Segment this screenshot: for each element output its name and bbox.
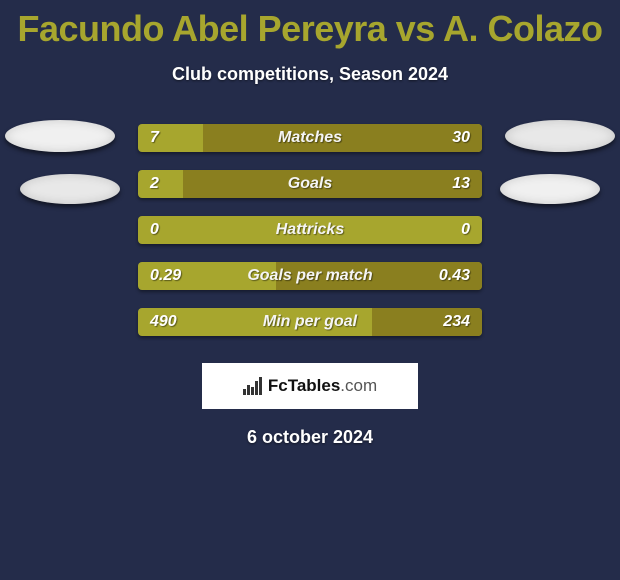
stat-label: Matches: [138, 124, 482, 152]
date-label: 6 october 2024: [0, 427, 620, 448]
brand-name: FcTables: [268, 376, 340, 395]
stats-rows: 7 Matches 30 2 Goals 13 0 Hattricks 0 0.…: [0, 115, 620, 345]
stat-bar: 7 Matches 30: [138, 124, 482, 152]
brand-suffix: .com: [340, 376, 377, 395]
stat-label: Goals per match: [138, 262, 482, 290]
chart-icon: [243, 377, 262, 395]
stat-right-value: 30: [452, 124, 470, 152]
stat-right-value: 0: [461, 216, 470, 244]
brand-text: FcTables.com: [268, 376, 377, 396]
page-title: Facundo Abel Pereyra vs A. Colazo: [0, 0, 620, 50]
stat-bar: 2 Goals 13: [138, 170, 482, 198]
stat-label: Goals: [138, 170, 482, 198]
stat-right-value: 234: [443, 308, 470, 336]
brand-box[interactable]: FcTables.com: [202, 363, 418, 409]
stat-bar: 0 Hattricks 0: [138, 216, 482, 244]
stat-right-value: 0.43: [439, 262, 470, 290]
stat-bar: 490 Min per goal 234: [138, 308, 482, 336]
subtitle: Club competitions, Season 2024: [0, 64, 620, 85]
stat-row: 0.29 Goals per match 0.43: [0, 253, 620, 299]
stat-row: 2 Goals 13: [0, 161, 620, 207]
stat-label: Min per goal: [138, 308, 482, 336]
stat-row: 490 Min per goal 234: [0, 299, 620, 345]
stat-row: 0 Hattricks 0: [0, 207, 620, 253]
stat-bar: 0.29 Goals per match 0.43: [138, 262, 482, 290]
stat-row: 7 Matches 30: [0, 115, 620, 161]
stat-label: Hattricks: [138, 216, 482, 244]
stat-right-value: 13: [452, 170, 470, 198]
